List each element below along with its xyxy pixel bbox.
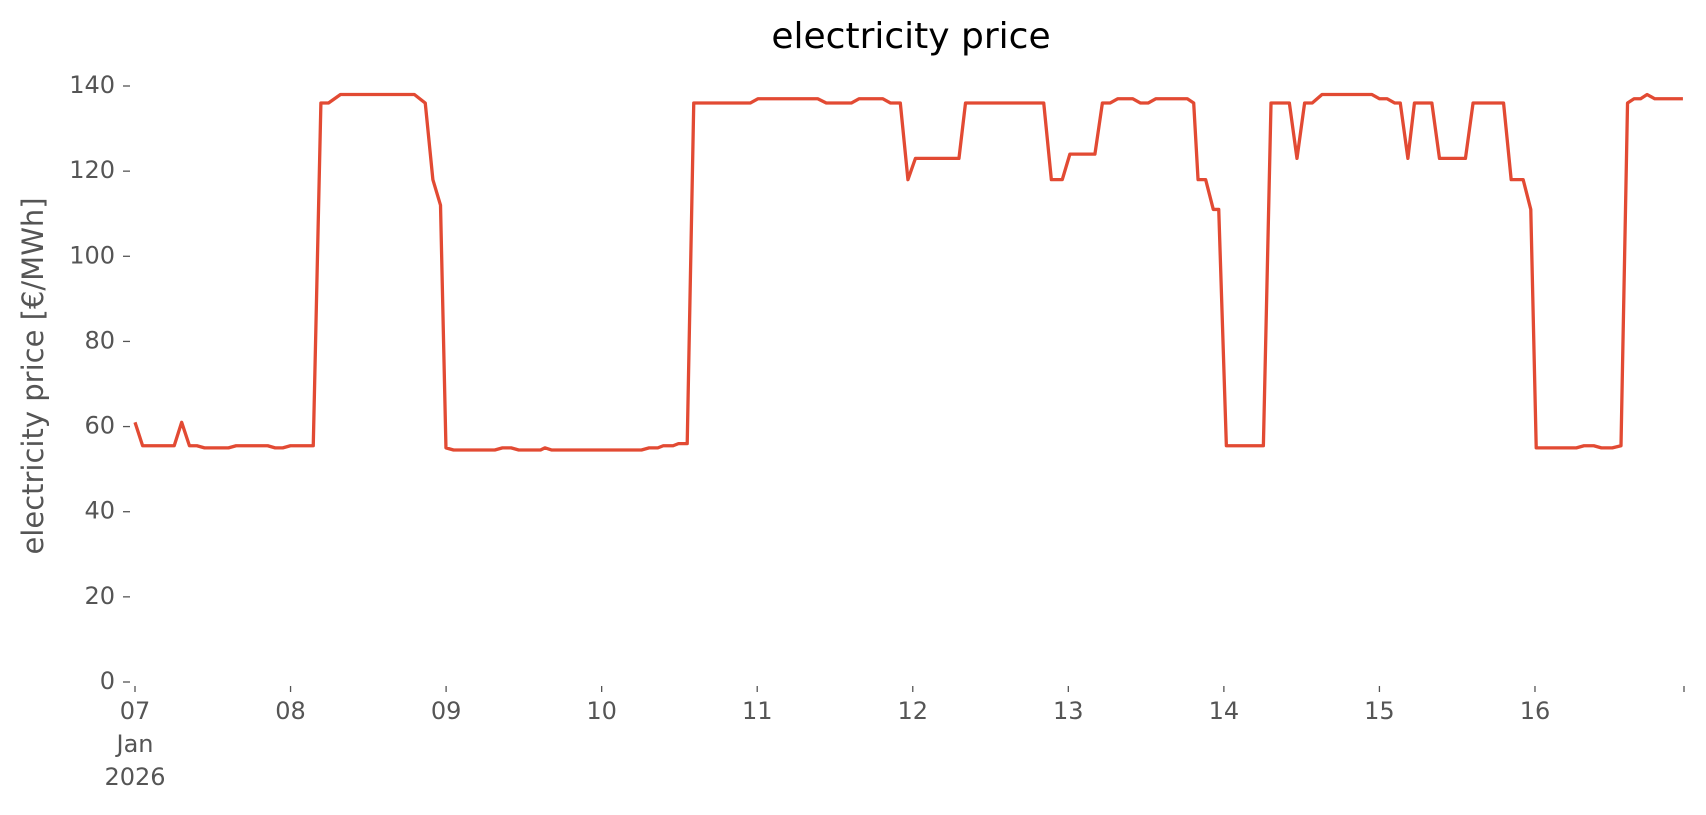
x-tick-label: 11 — [742, 697, 773, 725]
x-tick-sublabel: 2026 — [104, 763, 165, 791]
x-tick-label: 14 — [1209, 697, 1240, 725]
x-tick-label: 10 — [586, 697, 617, 725]
y-axis-label: electricity price [€/MWh] — [16, 197, 50, 554]
price-line — [133, 92, 1683, 452]
y-tick-label: 0 — [100, 667, 115, 695]
y-tick-label: 100 — [69, 241, 115, 269]
chart-title: electricity price — [771, 16, 1050, 57]
x-tick-label: 15 — [1364, 697, 1395, 725]
y-tick-label: 140 — [69, 71, 115, 99]
y-tick-label: 20 — [84, 582, 115, 610]
y-tick-label: 120 — [69, 156, 115, 184]
x-tick-label: 13 — [1053, 697, 1084, 725]
y-tick-label: 80 — [84, 326, 115, 354]
x-tick-label: 07 — [120, 697, 151, 725]
x-tick-label: 08 — [275, 697, 306, 725]
y-tick-label: 60 — [84, 412, 115, 440]
y-tick-label: 40 — [84, 497, 115, 525]
x-tick-label: 09 — [431, 697, 462, 725]
x-tick-label: 12 — [897, 697, 928, 725]
x-tick-label: 16 — [1520, 697, 1551, 725]
x-tick-sublabel: Jan — [115, 730, 154, 758]
